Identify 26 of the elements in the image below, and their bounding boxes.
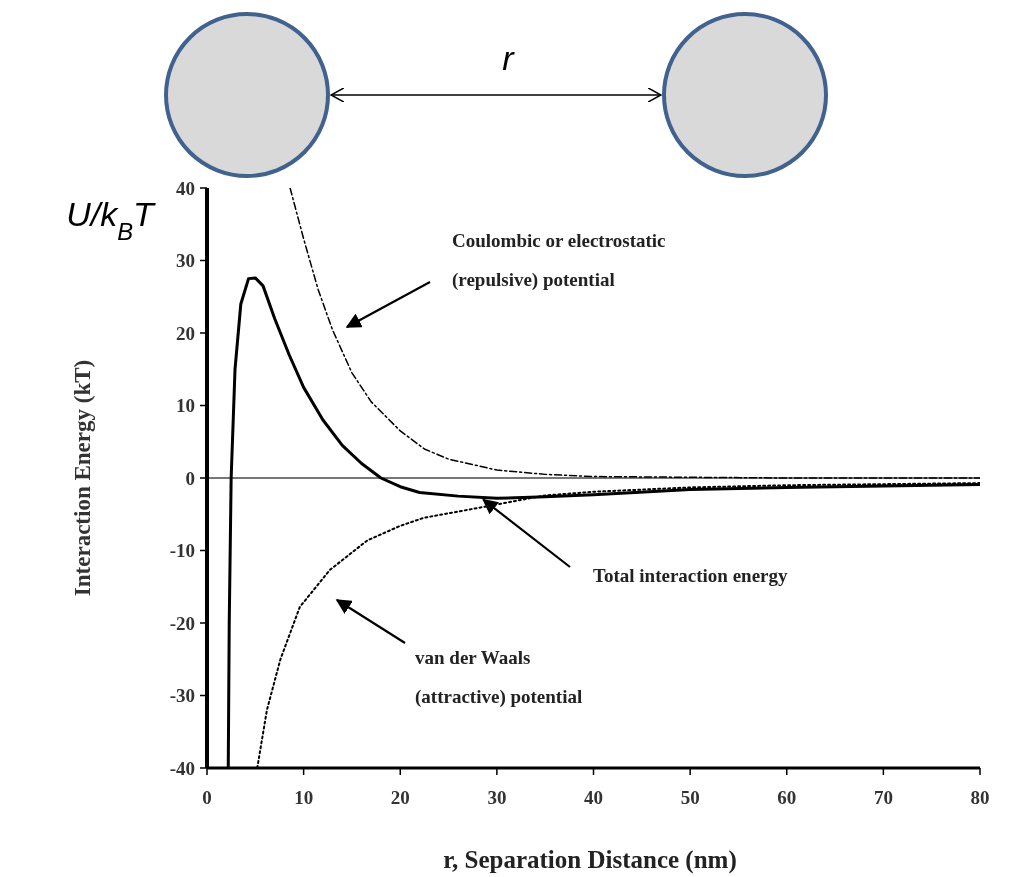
y-tick-label: 30 xyxy=(176,250,195,272)
y-tick-label: -20 xyxy=(169,612,195,634)
y-axis-title: Interaction Energy (kT) xyxy=(70,359,95,597)
y-tick-label: -30 xyxy=(169,685,195,707)
annotation: Total interaction energy xyxy=(593,565,789,586)
x-axis-title: r, Separation Distance (nm) xyxy=(443,846,737,874)
x-tick-label: 40 xyxy=(584,787,603,808)
line-series xyxy=(289,188,980,479)
x-tick-label: 30 xyxy=(487,787,507,808)
text: r xyxy=(502,39,516,77)
x-tick-label: 0 xyxy=(202,787,212,808)
x-tick-label: 80 xyxy=(970,787,990,808)
y-tick-label: 20 xyxy=(176,322,195,344)
y-tick-label: 40 xyxy=(176,177,195,199)
text: U/k$_{B}$T xyxy=(66,195,157,245)
x-tick-label: 20 xyxy=(390,787,410,808)
y-tick-label: 10 xyxy=(176,395,195,417)
x-tick-label: 10 xyxy=(294,787,314,808)
y-tick-label: -40 xyxy=(169,757,195,779)
annotation: van der Waals (attractive) potential xyxy=(415,647,583,708)
y-tick-label: 0 xyxy=(185,467,195,489)
annotation: Coulombic or electrostatic (repulsive) potential xyxy=(452,230,666,291)
y-tick-label: -10 xyxy=(169,540,195,562)
x-tick-label: 70 xyxy=(873,787,893,808)
x-tick-label: 50 xyxy=(680,787,700,808)
x-tick-label: 60 xyxy=(777,787,797,808)
